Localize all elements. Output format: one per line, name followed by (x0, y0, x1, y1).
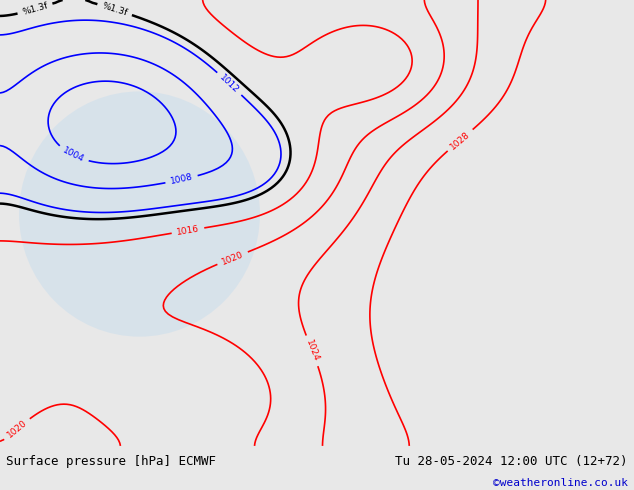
Text: 1012: 1012 (218, 73, 241, 95)
Text: 1004: 1004 (61, 146, 86, 164)
Text: Surface pressure [hPa] ECMWF: Surface pressure [hPa] ECMWF (6, 455, 216, 468)
Text: %1.3f: %1.3f (21, 1, 49, 17)
Text: 1008: 1008 (169, 172, 194, 186)
Text: %1.3f: %1.3f (101, 1, 129, 18)
Text: Tu 28-05-2024 12:00 UTC (12+72): Tu 28-05-2024 12:00 UTC (12+72) (395, 455, 628, 468)
Text: 1028: 1028 (448, 129, 472, 151)
Text: 1020: 1020 (220, 249, 245, 267)
Ellipse shape (19, 92, 260, 337)
Text: 1024: 1024 (304, 339, 321, 363)
Text: 1016: 1016 (176, 224, 200, 237)
Text: 1020: 1020 (5, 418, 29, 440)
Text: ©weatheronline.co.uk: ©weatheronline.co.uk (493, 478, 628, 489)
